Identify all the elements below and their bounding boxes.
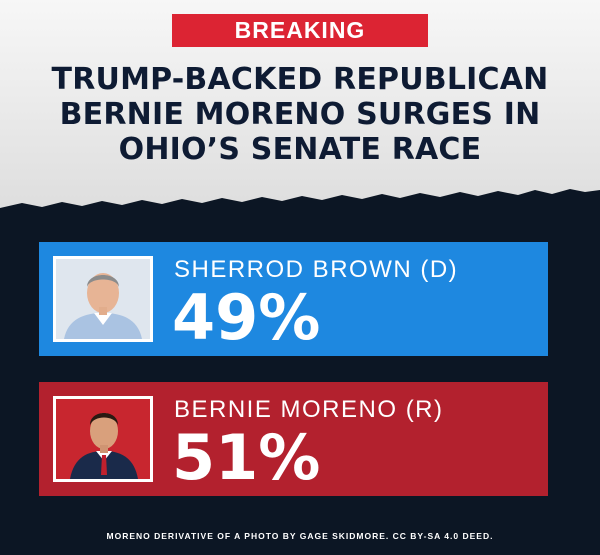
moreno-photo <box>53 396 153 482</box>
torn-paper-background <box>0 0 600 208</box>
headline-line-1: TRUMP-BACKED REPUBLICAN <box>51 62 549 97</box>
candidate-card-brown: SHERROD BROWN (D) 49% <box>39 242 548 356</box>
candidate-percent-moreno: 51% <box>172 421 321 494</box>
brown-photo <box>53 256 153 342</box>
headline-line-3: OHIO’S SENATE RACE <box>118 132 482 167</box>
photo-credit: MORENO DERIVATIVE OF A PHOTO BY GAGE SKI… <box>106 531 494 541</box>
candidate-card-moreno: BERNIE MORENO (R) 51% <box>39 382 548 496</box>
candidate-name-moreno: BERNIE MORENO (R) <box>174 396 444 423</box>
candidate-percent-brown: 49% <box>172 281 321 354</box>
candidate-name-brown: SHERROD BROWN (D) <box>174 256 459 283</box>
headline: TRUMP-BACKED REPUBLICAN BERNIE MORENO SU… <box>0 62 600 167</box>
headline-line-2: BERNIE MORENO SURGES IN <box>59 97 541 132</box>
breaking-badge: BREAKING <box>172 14 428 47</box>
